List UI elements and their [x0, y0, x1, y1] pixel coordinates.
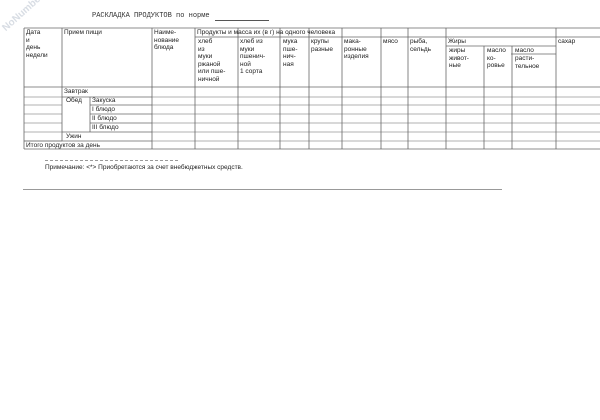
- header-sugar: сахар: [558, 38, 576, 45]
- header-animal-fats: жиры живот- ные: [449, 47, 469, 70]
- footnote-separator: [45, 160, 178, 161]
- header-oil: масло: [515, 47, 534, 54]
- header-date: Дата и день недели: [26, 29, 48, 59]
- header-butter: масло ко- ровье: [487, 47, 506, 70]
- header-pasta: мака- ронные изделия: [344, 38, 369, 61]
- header-vegetable: расти- тельное: [515, 55, 540, 70]
- row-total: Итого продуктов за день: [26, 142, 100, 149]
- row-third-course: III блюдо: [92, 124, 119, 131]
- header-meat: мясо: [383, 38, 398, 45]
- header-dish: Наиме- нование блюда: [154, 29, 180, 52]
- footnote: Примечание: <*> Приобретаются за счет вн…: [45, 164, 243, 171]
- row-lunch: Обед: [66, 97, 82, 104]
- header-cereals: крупы разные: [311, 38, 334, 53]
- row-breakfast: Завтрак: [64, 88, 88, 95]
- header-fats: Жиры: [448, 38, 466, 45]
- header-meal: Прием пищи: [64, 29, 102, 36]
- row-dinner: Ужин: [66, 133, 82, 140]
- document-title: РАСКЛАДКА ПРОДУКТОВ по норме: [92, 12, 210, 20]
- row-second-course: II блюдо: [92, 115, 117, 122]
- header-wheat-bread: хлеб из муки пшенич- ной 1 сорта: [240, 38, 266, 76]
- page-divider: [23, 189, 502, 190]
- header-rye-bread: хлеб из муки ржаной или пше- ничной: [198, 38, 226, 83]
- row-first-course: I блюдо: [92, 106, 115, 113]
- header-flour: мука пше- нич- ная: [283, 38, 298, 68]
- header-fish: рыба, сельдь: [410, 38, 432, 53]
- norm-blank-line: [215, 20, 269, 21]
- row-snack: Закуска: [92, 97, 116, 104]
- header-products: Продукты и масса их (в г) на одного чело…: [197, 29, 336, 36]
